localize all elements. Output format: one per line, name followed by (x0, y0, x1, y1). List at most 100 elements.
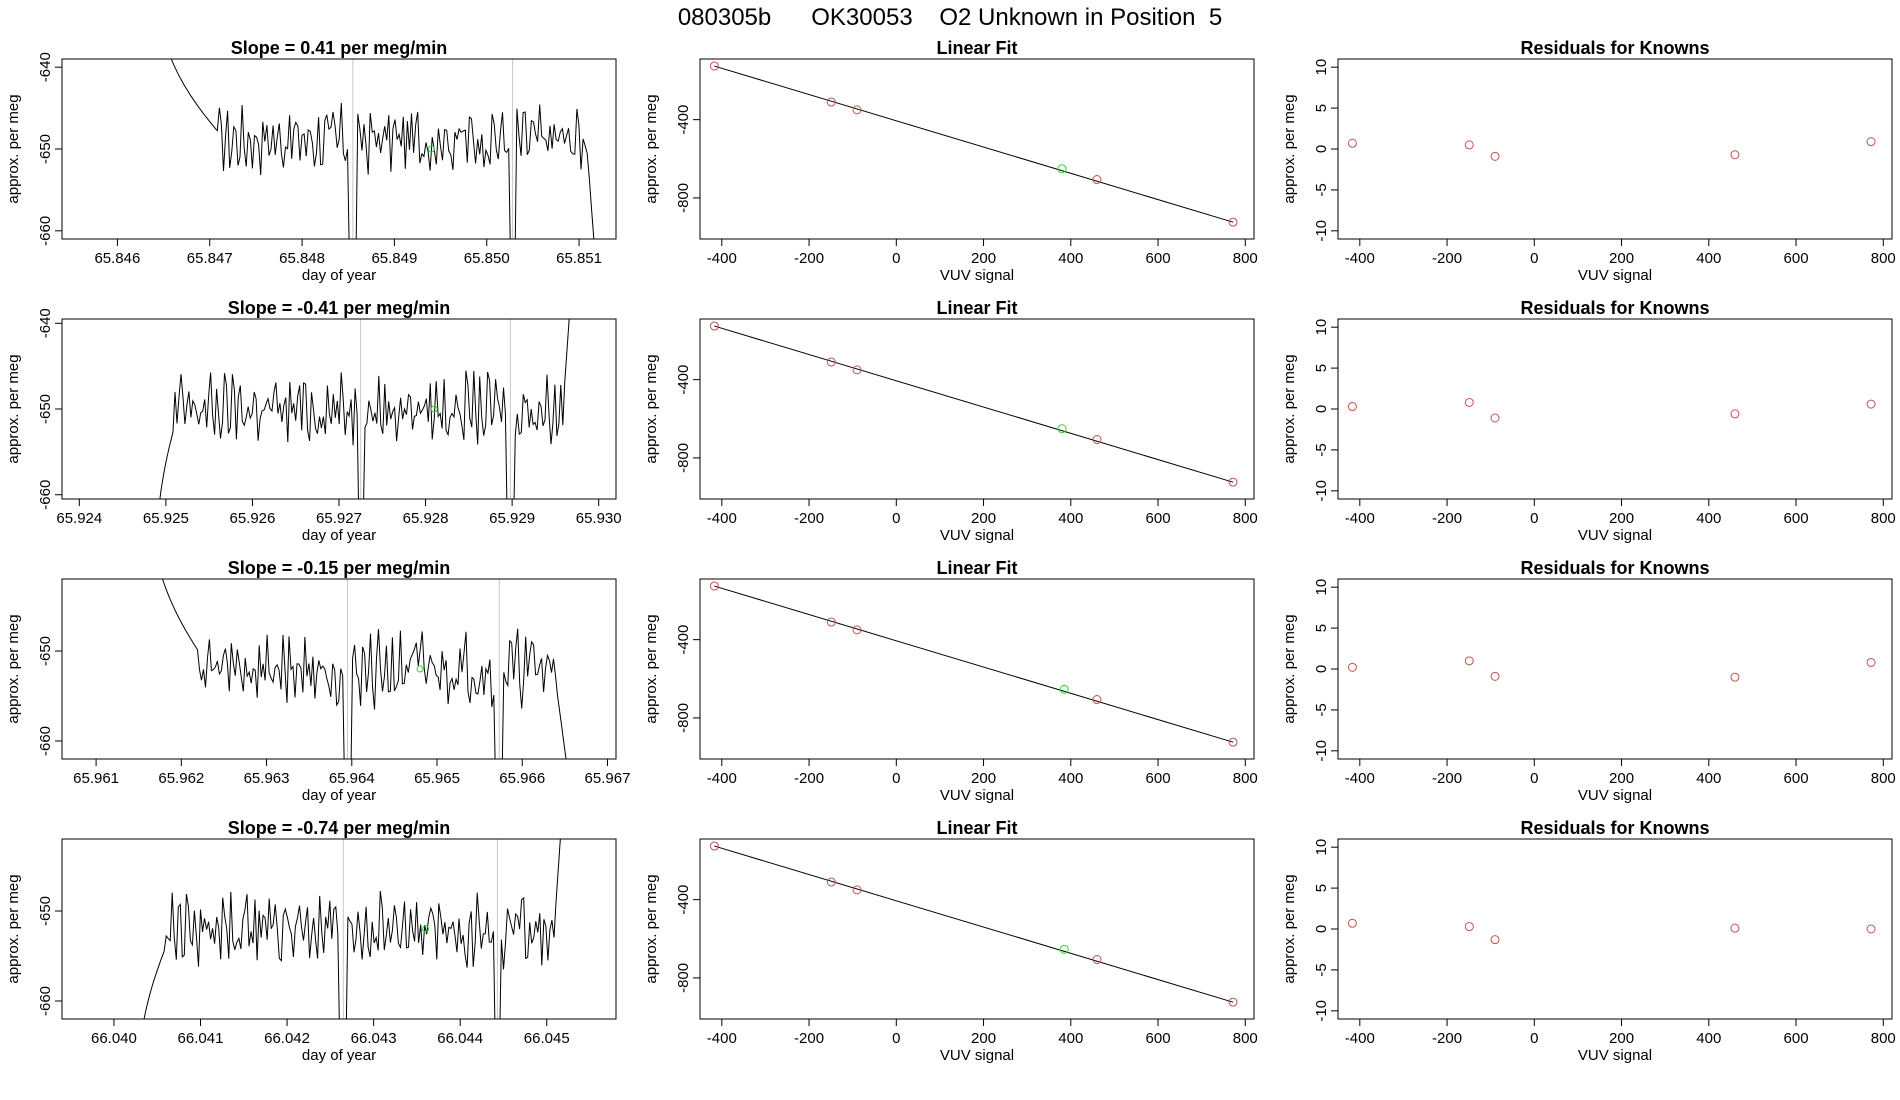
unknown-point (1059, 684, 1069, 694)
residual-point (1490, 413, 1500, 423)
x-tick-label: 200 (971, 510, 996, 527)
panel-residuals-4: Residuals for Knowns -400 -200 0 200 400 600 80… (1281, 818, 1896, 1064)
y-tick-label: -5 (1313, 443, 1330, 456)
y-axis-label: approx. per meg (5, 354, 22, 463)
unknown-point-marker (430, 405, 438, 413)
x-axis-label: VUV signal (940, 527, 1014, 544)
panel-title: Slope = -0.41 per meg/min (228, 298, 451, 318)
y-tick-label: -640 (37, 308, 54, 338)
residual-point (1464, 397, 1474, 407)
unknown-point (1057, 424, 1067, 434)
known-point (709, 321, 719, 331)
known-point (852, 365, 862, 375)
x-tick-label: 800 (1871, 250, 1896, 267)
residual-point (1347, 918, 1357, 928)
x-tick-label: 800 (1871, 1030, 1896, 1047)
plot-content (162, 579, 567, 759)
residual-point (1464, 922, 1474, 932)
panel-title: Residuals for Knowns (1520, 558, 1709, 578)
residual-point (1464, 656, 1474, 666)
y-tick-label: -5 (1313, 183, 1330, 196)
plot-frame (699, 578, 1255, 760)
residual-point (1866, 924, 1876, 934)
x-tick-label: -200 (1432, 770, 1462, 787)
x-tick-label: 65.966 (499, 770, 545, 787)
x-tick-label: 600 (1784, 510, 1809, 527)
residual-point (1866, 399, 1876, 409)
x-tick-label: -200 (794, 250, 824, 267)
panel-title: Slope = -0.74 per meg/min (228, 818, 451, 838)
x-tick-label: 65.847 (187, 250, 233, 267)
x-tick-label: 800 (1233, 1030, 1258, 1047)
x-tick-label: 400 (1696, 510, 1721, 527)
y-tick-label: 0 (1313, 145, 1330, 153)
y-axis-label: approx. per meg (643, 874, 660, 983)
plot-content (709, 61, 1238, 227)
fit-line (714, 325, 1234, 483)
y-tick-label: -10 (1313, 1000, 1330, 1022)
x-tick-label: -200 (794, 770, 824, 787)
x-tick-label: 400 (1696, 250, 1721, 267)
y-tick-label: -650 (37, 896, 54, 926)
y-tick-label: -5 (1313, 963, 1330, 976)
y-tick-label: -10 (1313, 220, 1330, 242)
x-tick-label: 66.040 (91, 1030, 137, 1047)
plot-content (170, 59, 595, 239)
x-tick-label: -200 (1432, 510, 1462, 527)
x-tick-label: 600 (1146, 250, 1171, 267)
x-axis-label: VUV signal (1578, 527, 1652, 544)
plot-content (159, 319, 570, 499)
y-tick-label: 5 (1313, 884, 1330, 892)
x-tick-label: 0 (1530, 510, 1538, 527)
x-tick-label: 400 (1696, 770, 1721, 787)
x-tick-label: -400 (1345, 510, 1375, 527)
residual-point (1347, 402, 1357, 412)
residual-point (1490, 671, 1500, 681)
x-axis-label: day of year (302, 527, 376, 544)
x-tick-label: 65.927 (316, 510, 362, 527)
known-point (852, 105, 862, 115)
y-axis-label: approx. per meg (5, 614, 22, 723)
x-axis-label: VUV signal (1578, 267, 1652, 284)
x-axis-label: VUV signal (1578, 1047, 1652, 1064)
y-tick-label: 5 (1313, 624, 1330, 632)
x-tick-label: 65.963 (244, 770, 290, 787)
plot-content (1347, 918, 1876, 945)
x-tick-label: 66.044 (437, 1030, 483, 1047)
trace-line (170, 59, 595, 239)
plot-content (143, 839, 561, 1019)
x-tick-label: -200 (1432, 1030, 1462, 1047)
x-tick-label: 65.849 (371, 250, 417, 267)
panel-title: Residuals for Knowns (1520, 38, 1709, 58)
residual-point (1866, 657, 1876, 667)
known-point (1092, 695, 1102, 705)
y-tick-label: 10 (1313, 59, 1330, 76)
y-axis-label: approx. per meg (5, 94, 22, 203)
known-point (826, 877, 836, 887)
x-tick-label: 200 (971, 250, 996, 267)
x-tick-label: 400 (1058, 250, 1083, 267)
x-tick-label: 0 (892, 250, 900, 267)
y-tick-label: -800 (675, 963, 692, 993)
fit-line (714, 585, 1234, 743)
panel-time-series-1: Slope = 0.41 per meg/min 65.846 65.847 65.8… (5, 38, 617, 284)
known-point (1092, 955, 1102, 965)
residual-point (1730, 150, 1740, 160)
y-tick-label: 10 (1313, 579, 1330, 596)
x-tick-label: 65.925 (143, 510, 189, 527)
x-axis-label: day of year (302, 787, 376, 804)
plot-frame (699, 318, 1255, 500)
x-tick-label: 200 (1609, 510, 1634, 527)
panel-linear-fit-3: Linear Fit -400 -200 0 200 400 600 800 VUV signa… (643, 558, 1258, 804)
residual-point (1464, 140, 1474, 150)
y-axis-label: approx. per meg (643, 614, 660, 723)
y-tick-label: -5 (1313, 703, 1330, 716)
y-tick-label: 10 (1313, 319, 1330, 336)
x-tick-label: 65.848 (279, 250, 325, 267)
y-axis-label: approx. per meg (1281, 94, 1298, 203)
residual-point (1866, 137, 1876, 147)
panel-title: Linear Fit (936, 38, 1017, 58)
x-tick-label: 600 (1784, 250, 1809, 267)
y-tick-label: -400 (675, 105, 692, 135)
